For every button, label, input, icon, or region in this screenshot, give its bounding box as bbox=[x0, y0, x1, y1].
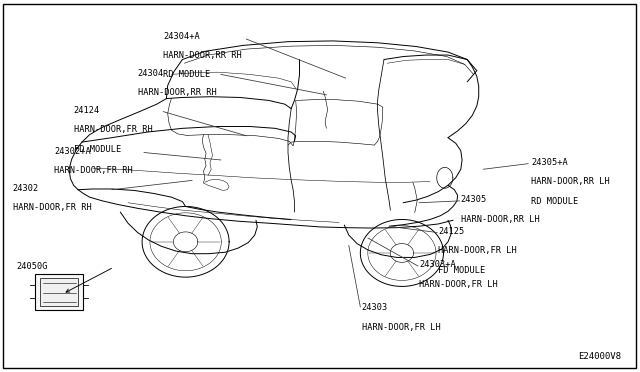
Text: HARN-DOOR,RR LH: HARN-DOOR,RR LH bbox=[531, 177, 610, 186]
Text: 24305+A: 24305+A bbox=[531, 158, 568, 167]
Text: HARN-DOOR,FR RH: HARN-DOOR,FR RH bbox=[74, 125, 152, 134]
Bar bbox=[40, 278, 78, 306]
Text: 24302: 24302 bbox=[13, 184, 39, 193]
Text: RD MODULE: RD MODULE bbox=[531, 197, 579, 206]
Text: 24303+A: 24303+A bbox=[419, 260, 456, 269]
Text: HARN-DOOR,FR LH: HARN-DOOR,FR LH bbox=[438, 246, 517, 255]
Text: 24125: 24125 bbox=[438, 227, 465, 236]
Text: HARN-DOOR,RR LH: HARN-DOOR,RR LH bbox=[461, 215, 540, 224]
Text: FD MODULE: FD MODULE bbox=[74, 145, 121, 154]
Text: 24304: 24304 bbox=[138, 69, 164, 78]
Text: 24303: 24303 bbox=[362, 303, 388, 312]
Text: FD MODULE: FD MODULE bbox=[438, 266, 486, 275]
Text: 24124: 24124 bbox=[74, 106, 100, 115]
Text: HARN-DOOR,FR LH: HARN-DOOR,FR LH bbox=[362, 323, 440, 331]
Text: E24000V8: E24000V8 bbox=[578, 352, 621, 361]
Text: 24304+A: 24304+A bbox=[163, 32, 200, 41]
Text: RD MODULE: RD MODULE bbox=[163, 70, 211, 79]
Text: 24305: 24305 bbox=[461, 195, 487, 204]
Text: HARN-DOOR,FR RH: HARN-DOOR,FR RH bbox=[13, 203, 92, 212]
Bar bbox=[35, 274, 83, 310]
Text: HARN-DOOR,RR RH: HARN-DOOR,RR RH bbox=[138, 88, 216, 97]
Text: 24302+A: 24302+A bbox=[54, 147, 91, 156]
Text: 24050G: 24050G bbox=[16, 262, 47, 271]
Text: HARN-DOOR,RR RH: HARN-DOOR,RR RH bbox=[163, 51, 242, 60]
Text: HARN-DOOR,FR RH: HARN-DOOR,FR RH bbox=[54, 166, 133, 175]
Text: HARN-DOOR,FR LH: HARN-DOOR,FR LH bbox=[419, 280, 498, 289]
